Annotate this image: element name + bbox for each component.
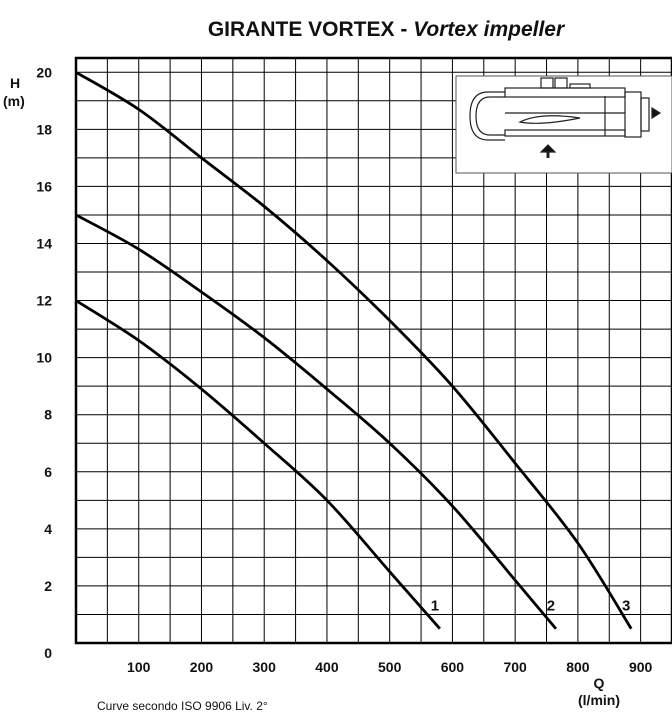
x-axis-label: Q [594,675,605,691]
footnote: Curve secondo ISO 9906 Liv. 2° [97,699,268,713]
x-tick-label: 200 [190,659,214,675]
y-axis-label: H [10,75,20,91]
x-tick-labels: 100 200 300 400 500 600 700 800 900 [127,659,652,675]
series-line-1 [75,299,441,630]
x-tick-label: 300 [253,659,277,675]
y-tick-label: 18 [36,121,52,137]
y-tick-labels: 0 2 4 6 8 10 12 14 16 18 20 [36,64,52,661]
y-tick-label: 12 [36,293,52,309]
y-tick-label: 8 [44,407,52,423]
impeller-diagram [455,75,672,174]
y-tick-label: 6 [44,464,52,480]
y-tick-label: 16 [36,178,52,194]
x-tick-label: 100 [127,659,151,675]
chart-title-main: GIRANTE VORTEX - [208,18,413,41]
x-tick-label: 400 [315,659,339,675]
y-axis-unit: (m) [3,93,25,109]
chart-title-italic: Vortex impeller [413,18,566,41]
series-line-2 [75,213,558,630]
x-tick-label: 600 [441,659,465,675]
y-tick-label: 10 [36,350,52,366]
plot-frame [74,56,672,645]
grid [76,58,672,643]
chart-title: GIRANTE VORTEX - Vortex impeller [208,18,566,41]
y-tick-label: 14 [36,235,52,251]
y-tick-label: 4 [44,521,52,537]
series-label-1: 1 [431,598,439,615]
series-group: 1 2 3 [75,71,633,630]
x-tick-label: 900 [629,659,653,675]
x-tick-label: 500 [378,659,402,675]
y-tick-label: 2 [44,578,52,594]
x-tick-label: 800 [566,659,590,675]
x-tick-label: 700 [503,659,527,675]
y-tick-label: 20 [36,64,52,80]
series-line-3 [75,71,633,630]
y-tick-label: 0 [44,645,52,661]
series-label-2: 2 [547,598,555,615]
x-axis-unit: (l/min) [578,692,620,708]
series-label-3: 3 [622,598,630,615]
